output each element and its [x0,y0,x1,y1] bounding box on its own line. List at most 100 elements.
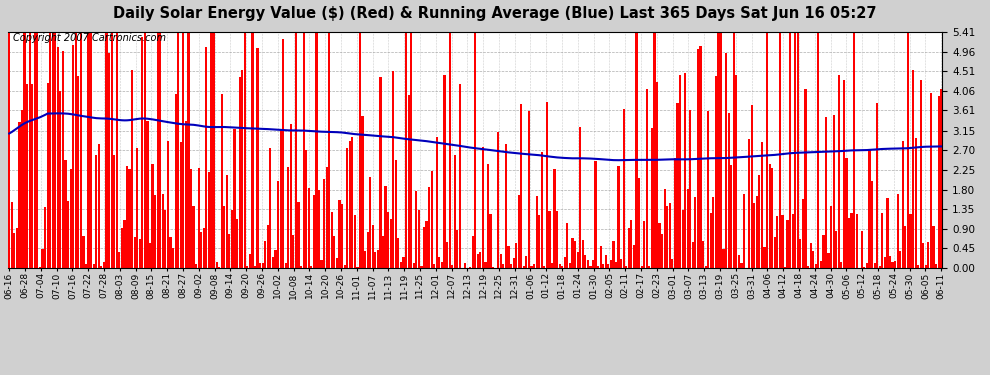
Bar [39,267,41,268]
Bar [907,32,909,268]
Bar [815,264,817,268]
Bar [16,228,18,268]
Bar [545,102,548,268]
Bar [592,260,594,268]
Bar [118,252,121,268]
Bar [817,32,820,268]
Bar [458,84,461,268]
Bar [594,162,597,268]
Bar [124,220,126,268]
Bar [786,220,789,268]
Bar [341,204,344,268]
Bar [805,88,807,268]
Bar [933,226,935,268]
Bar [129,170,131,268]
Bar [469,267,471,268]
Bar [172,248,174,268]
Bar [550,263,553,268]
Bar [105,32,108,268]
Bar [587,260,589,268]
Bar [644,220,645,268]
Bar [8,32,10,268]
Bar [216,262,218,268]
Bar [615,262,617,268]
Bar [531,266,533,268]
Bar [148,243,151,268]
Bar [351,137,353,268]
Bar [500,254,502,268]
Bar [631,220,633,268]
Bar [42,249,44,268]
Bar [177,32,179,268]
Bar [272,257,274,268]
Bar [728,113,730,268]
Bar [842,80,845,268]
Bar [323,178,326,268]
Bar [476,254,479,268]
Bar [773,237,776,268]
Bar [561,266,563,268]
Bar [185,121,187,268]
Bar [415,191,418,268]
Bar [310,266,313,268]
Bar [923,243,925,268]
Bar [348,141,350,268]
Bar [797,32,799,268]
Bar [656,82,658,268]
Bar [384,186,387,268]
Bar [11,202,13,268]
Bar [198,168,200,268]
Bar [768,164,771,268]
Bar [707,111,709,268]
Bar [863,267,865,268]
Bar [853,32,855,268]
Bar [623,108,625,268]
Bar [282,39,284,268]
Bar [85,264,87,268]
Bar [269,148,271,268]
Bar [899,252,901,268]
Bar [21,110,23,268]
Bar [645,89,647,268]
Bar [894,261,896,268]
Bar [402,257,405,268]
Bar [850,213,852,268]
Bar [261,263,263,268]
Bar [558,264,560,268]
Bar [234,129,236,268]
Bar [82,237,84,268]
Bar [638,178,641,268]
Bar [917,265,920,268]
Bar [190,169,192,268]
Bar [59,92,61,268]
Bar [866,263,868,268]
Bar [87,32,90,268]
Bar [387,212,389,268]
Bar [195,264,197,268]
Bar [51,32,53,268]
Bar [251,32,253,268]
Bar [471,236,474,268]
Bar [518,195,520,268]
Bar [431,171,433,268]
Bar [636,32,638,268]
Bar [699,46,702,268]
Bar [456,231,458,268]
Bar [789,32,791,268]
Bar [98,144,100,268]
Bar [121,228,123,268]
Bar [413,263,415,268]
Bar [448,32,450,268]
Bar [366,232,368,268]
Bar [886,198,888,268]
Bar [723,249,725,268]
Bar [702,241,704,268]
Bar [663,189,665,268]
Bar [226,175,228,268]
Bar [776,216,778,268]
Bar [292,235,294,268]
Bar [405,32,407,268]
Bar [142,37,144,268]
Bar [741,262,742,268]
Bar [285,263,287,268]
